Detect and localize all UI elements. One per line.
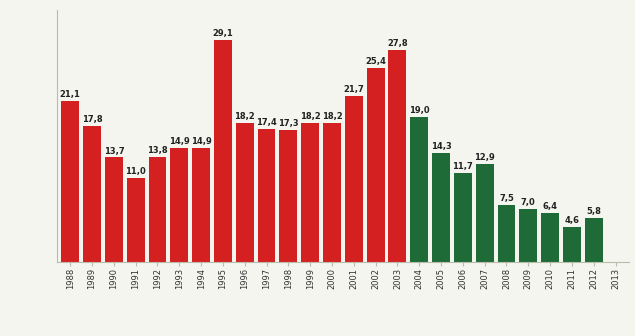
Bar xyxy=(498,205,516,262)
Bar xyxy=(563,227,581,262)
Bar xyxy=(214,40,232,262)
Bar xyxy=(389,50,406,262)
Bar xyxy=(541,213,559,262)
Text: 18,2: 18,2 xyxy=(234,112,255,121)
Bar xyxy=(410,117,428,262)
Text: 27,8: 27,8 xyxy=(387,39,408,48)
Text: 21,7: 21,7 xyxy=(344,85,364,94)
Text: 7,5: 7,5 xyxy=(499,194,514,203)
Text: 21,1: 21,1 xyxy=(60,90,81,99)
Bar xyxy=(323,123,341,262)
Bar xyxy=(432,153,450,262)
Text: 14,3: 14,3 xyxy=(431,142,451,151)
Text: 5,8: 5,8 xyxy=(586,207,601,216)
Bar xyxy=(585,218,603,262)
Text: 11,7: 11,7 xyxy=(453,162,473,171)
Bar xyxy=(366,68,385,262)
Text: 14,9: 14,9 xyxy=(190,137,211,146)
Text: 17,3: 17,3 xyxy=(278,119,298,128)
Bar xyxy=(105,158,123,262)
Text: 12,9: 12,9 xyxy=(474,153,495,162)
Bar xyxy=(127,178,145,262)
Bar xyxy=(345,96,363,262)
Text: 18,2: 18,2 xyxy=(300,112,321,121)
Text: 11,0: 11,0 xyxy=(125,167,146,176)
Bar xyxy=(236,123,254,262)
Text: 29,1: 29,1 xyxy=(213,29,233,38)
Bar xyxy=(279,130,297,262)
Bar xyxy=(192,148,210,262)
Bar xyxy=(454,173,472,262)
Text: 14,9: 14,9 xyxy=(169,137,190,146)
Bar xyxy=(301,123,319,262)
Text: 17,8: 17,8 xyxy=(82,115,102,124)
Text: 13,8: 13,8 xyxy=(147,146,168,155)
Bar xyxy=(519,209,537,262)
Bar xyxy=(62,101,79,262)
Bar xyxy=(476,164,493,262)
Text: 7,0: 7,0 xyxy=(521,198,536,207)
Bar xyxy=(170,148,188,262)
Bar xyxy=(258,129,276,262)
Text: 6,4: 6,4 xyxy=(543,202,558,211)
Bar xyxy=(83,126,101,262)
Bar xyxy=(149,157,166,262)
Text: 19,0: 19,0 xyxy=(409,106,429,115)
Text: 17,4: 17,4 xyxy=(256,118,277,127)
Text: 4,6: 4,6 xyxy=(565,216,579,225)
Text: 18,2: 18,2 xyxy=(321,112,342,121)
Text: 13,7: 13,7 xyxy=(104,146,124,156)
Text: 25,4: 25,4 xyxy=(365,57,386,66)
